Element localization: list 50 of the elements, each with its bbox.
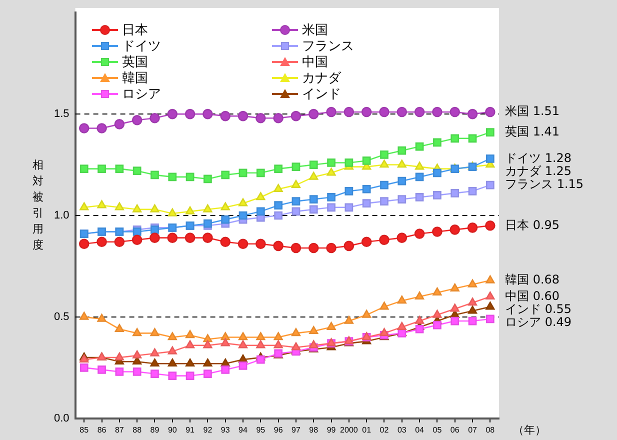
x-axis-title: （年）	[513, 423, 546, 436]
x-tick-label: 05	[432, 425, 442, 434]
x-tick-label: 95	[256, 425, 266, 434]
annotation: インド 0.55	[505, 302, 572, 316]
y-tick-label: 0.5	[54, 310, 70, 323]
x-tick-label: 87	[114, 425, 124, 434]
legend-label: 日本	[122, 22, 148, 38]
x-tick-label: 88	[132, 425, 142, 434]
x-tick-label: 04	[415, 425, 425, 434]
annotation: 韓国 0.68	[505, 272, 560, 287]
x-tick-label: 89	[150, 425, 160, 434]
legend-label: カナダ	[302, 70, 341, 86]
annotation: 英国 1.41	[505, 124, 560, 138]
legend-label: ドイツ	[122, 38, 161, 54]
x-tick-label: 03	[397, 425, 407, 434]
x-tick-label: 98	[309, 425, 319, 434]
x-tick-label: 92	[203, 425, 213, 434]
x-tick-label: 93	[220, 425, 230, 434]
x-tick-label: 86	[97, 425, 107, 434]
x-tick-label: 02	[380, 425, 390, 434]
x-tick-label: 85	[80, 425, 90, 434]
y-tick-label: 1.0	[54, 210, 70, 222]
annotation: 中国 0.60	[505, 288, 560, 303]
annotation: ドイツ 1.28	[505, 150, 572, 165]
legend-label: 韓国	[122, 70, 148, 86]
legend-label: インド	[302, 86, 341, 102]
legend-label: ロシア	[122, 86, 161, 102]
legend-label: 米国	[302, 22, 328, 38]
annotation: フランス 1.15	[505, 177, 584, 192]
legend-label: フランス	[302, 38, 354, 54]
x-tick-label: 99	[326, 425, 336, 434]
y-tick-label: 0.0	[54, 412, 70, 424]
x-tick-label: 96	[274, 425, 284, 434]
annotation: 米国 1.51	[505, 104, 560, 118]
x-tick-label: 97	[292, 425, 301, 434]
legend-label: 英国	[122, 54, 148, 70]
x-tick-label: 90	[168, 425, 178, 434]
y-tick-label: 1.5	[54, 108, 70, 120]
annotation: ロシア 0.49	[505, 314, 572, 329]
x-tick-label: 07	[468, 425, 478, 434]
annotation: 日本 0.95	[505, 218, 560, 232]
annotation: カナダ 1.25	[505, 164, 572, 178]
x-tick-label: 2000	[340, 425, 358, 434]
x-tick-label: 01	[362, 425, 372, 434]
x-tick-label: 08	[486, 425, 496, 434]
y-axis-title: 相対被引用度	[32, 158, 44, 252]
legend-label: 中国	[302, 54, 328, 70]
x-tick-label: 94	[238, 425, 248, 434]
x-tick-label: 06	[450, 425, 460, 434]
x-tick-label: 91	[186, 425, 196, 434]
